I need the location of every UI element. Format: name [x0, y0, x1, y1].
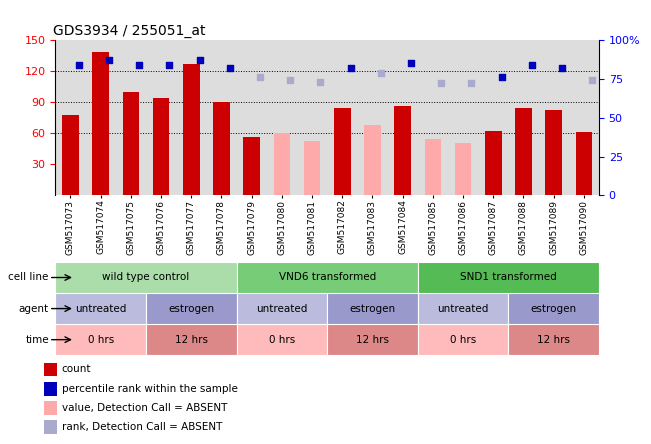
Bar [146, 324, 236, 355]
Bar [153, 98, 169, 195]
Text: wild type control: wild type control [102, 273, 189, 282]
Text: GDS3934 / 255051_at: GDS3934 / 255051_at [53, 24, 205, 38]
Text: value, Detection Call = ABSENT: value, Detection Call = ABSENT [62, 403, 227, 413]
Point [497, 74, 507, 81]
Text: untreated: untreated [256, 304, 307, 313]
Text: rank, Detection Call = ABSENT: rank, Detection Call = ABSENT [62, 422, 222, 432]
Bar [364, 125, 381, 195]
Bar [418, 262, 599, 293]
Bar [327, 293, 418, 324]
Bar [418, 293, 508, 324]
Bar [183, 64, 200, 195]
Point [557, 64, 567, 71]
Point [134, 61, 145, 68]
Bar [485, 131, 501, 195]
Text: percentile rank within the sample: percentile rank within the sample [62, 384, 238, 394]
Bar [575, 132, 592, 195]
Bar [508, 293, 599, 324]
Bar [44, 382, 57, 396]
Bar [236, 293, 327, 324]
Point [195, 57, 205, 64]
Bar [236, 324, 327, 355]
Text: 12 hrs: 12 hrs [174, 335, 208, 345]
Point [285, 77, 296, 84]
Bar [515, 108, 532, 195]
Bar [273, 133, 290, 195]
Point [74, 61, 84, 68]
Bar [122, 92, 139, 195]
Point [527, 61, 537, 68]
Point [406, 60, 416, 67]
Bar [395, 106, 411, 195]
Text: cell line: cell line [8, 273, 49, 282]
Bar [508, 324, 599, 355]
Point [587, 77, 598, 84]
Point [376, 69, 386, 76]
Bar [44, 363, 57, 376]
Bar [334, 108, 350, 195]
Bar [304, 142, 320, 195]
Text: 0 hrs: 0 hrs [87, 335, 114, 345]
Text: 12 hrs: 12 hrs [537, 335, 570, 345]
Text: SND1 transformed: SND1 transformed [460, 273, 557, 282]
Text: estrogen: estrogen [168, 304, 214, 313]
Point [164, 61, 174, 68]
Bar [454, 143, 471, 195]
Text: 12 hrs: 12 hrs [356, 335, 389, 345]
Text: count: count [62, 365, 91, 374]
Text: 0 hrs: 0 hrs [269, 335, 295, 345]
Point [346, 64, 356, 71]
Text: untreated: untreated [75, 304, 126, 313]
Bar [62, 115, 79, 195]
Bar [236, 262, 418, 293]
Point [255, 74, 266, 81]
Text: 0 hrs: 0 hrs [450, 335, 476, 345]
Bar [44, 420, 57, 434]
Bar [243, 137, 260, 195]
Point [436, 80, 447, 87]
Bar [213, 102, 230, 195]
Bar [55, 293, 146, 324]
Bar [327, 324, 418, 355]
Bar [146, 293, 236, 324]
Text: agent: agent [19, 304, 49, 313]
Text: estrogen: estrogen [531, 304, 577, 313]
Point [315, 79, 326, 86]
Text: time: time [25, 335, 49, 345]
Bar [418, 324, 508, 355]
Bar [55, 262, 236, 293]
Bar [424, 139, 441, 195]
Text: VND6 transformed: VND6 transformed [279, 273, 376, 282]
Bar [546, 111, 562, 195]
Bar [92, 52, 109, 195]
Point [466, 80, 477, 87]
Point [225, 64, 235, 71]
Bar [55, 324, 146, 355]
Bar [44, 401, 57, 415]
Point [104, 57, 115, 64]
Text: untreated: untreated [437, 304, 489, 313]
Text: estrogen: estrogen [350, 304, 396, 313]
